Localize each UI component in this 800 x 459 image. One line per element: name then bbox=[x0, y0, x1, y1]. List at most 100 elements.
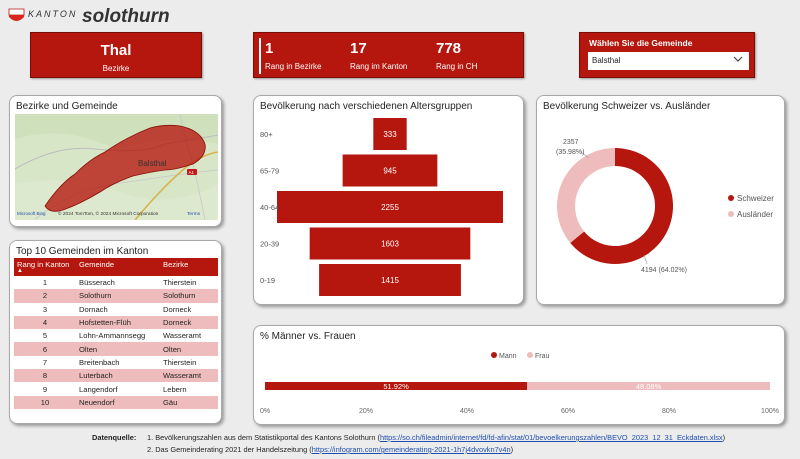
age-bar[interactable] bbox=[309, 227, 471, 260]
map-terms-link[interactable]: Terms bbox=[187, 211, 201, 217]
legend-marker-icon bbox=[728, 195, 734, 201]
age-category-label: 80+ bbox=[260, 130, 273, 139]
legend-label[interactable]: Frau bbox=[535, 353, 550, 360]
source-link-2[interactable]: https://infogram.com/gemeinderating-2021… bbox=[311, 445, 511, 454]
rank-kanton-value: 17 bbox=[350, 40, 367, 57]
age-pyramid-chart: 333 80+ 945 65-79 2255 40-64 1603 20-39 1415 0-19 bbox=[260, 118, 503, 296]
cell-gemeinde: Dornach bbox=[76, 302, 160, 316]
table-row[interactable]: 8 Luterbach Wasseramt bbox=[14, 369, 218, 383]
rank-ch-value: 778 bbox=[436, 40, 462, 57]
cell-gemeinde: Breitenbach bbox=[76, 355, 160, 370]
cell-rank: 8 bbox=[14, 369, 76, 383]
top10-table: Rang in Kanton ▲ Gemeinde Bezirke 1 Büsser… bbox=[14, 258, 218, 409]
logo: KANTON solothurn bbox=[8, 4, 188, 30]
footer-label: Datenquelle: bbox=[92, 433, 137, 442]
cell-bezirke: Dorneck bbox=[160, 302, 218, 316]
source-link-1[interactable]: https://so.ch/fileadmin/internet/fd/fd-a… bbox=[379, 433, 723, 442]
legend-label[interactable]: Ausländer bbox=[737, 210, 773, 219]
donut-slice[interactable] bbox=[570, 148, 673, 264]
cell-rank: 9 bbox=[14, 382, 76, 396]
rank-ch-label: Rang in CH bbox=[436, 62, 478, 71]
table-row[interactable]: 7 Breitenbach Thierstein bbox=[14, 355, 218, 370]
gender-bar-value-label: 48.08% bbox=[636, 382, 662, 391]
municipality-dropdown[interactable]: Balsthal bbox=[588, 52, 749, 70]
age-bar[interactable] bbox=[373, 118, 407, 150]
x-tick-label: 40% bbox=[460, 408, 474, 415]
donut-slice[interactable] bbox=[557, 148, 615, 243]
district-card: Thal Bezirke bbox=[30, 32, 202, 78]
rank-card-accent-bar bbox=[259, 38, 261, 74]
map-panel: Bezirke und Gemeinde Balsthal A1 Microso… bbox=[9, 95, 222, 227]
cell-gemeinde: Lohn-Ammannsegg bbox=[76, 329, 160, 343]
top10-title: Top 10 Gemeinden im Kanton bbox=[16, 246, 149, 257]
rank-card: 1 Rang in Bezirke 17 Rang im Kanton 778 … bbox=[253, 32, 524, 78]
cell-bezirke: Olten bbox=[160, 342, 218, 356]
nationality-donut-chart: 4194 (64.02%) 2357 (35.98%) Schweizer Auslän… bbox=[556, 139, 774, 274]
cell-bezirke: Thierstein bbox=[160, 355, 218, 370]
municipality-slicer-title: Wählen Sie die Gemeinde bbox=[589, 38, 693, 48]
chevron-down-icon bbox=[733, 56, 743, 62]
age-bar-value-label: 333 bbox=[383, 130, 397, 139]
cell-gemeinde: Solothurn bbox=[76, 289, 160, 303]
top10-panel: Top 10 Gemeinden im Kanton Rang in Kanto… bbox=[9, 240, 222, 424]
logo-kanton-text: KANTON bbox=[28, 9, 78, 19]
cell-gemeinde: Neuendorf bbox=[76, 395, 160, 409]
map-panel-title: Bezirke und Gemeinde bbox=[16, 101, 118, 112]
legend-label[interactable]: Schweizer bbox=[737, 194, 774, 203]
table-row[interactable]: 1 Büsserach Thierstein bbox=[14, 276, 218, 290]
column-header-gemeinde[interactable]: Gemeinde bbox=[76, 258, 160, 276]
cell-bezirke: Wasseramt bbox=[160, 329, 218, 343]
cell-bezirke: Wasseramt bbox=[160, 369, 218, 383]
canton-flag-icon bbox=[8, 8, 25, 21]
logo-name-text: solothurn bbox=[82, 6, 170, 27]
gender-panel: % Männer vs. Frauen Mann Frau 51.92% 48.08%… bbox=[253, 325, 785, 425]
cell-gemeinde: Büsserach bbox=[76, 276, 160, 290]
age-category-label: 65-79 bbox=[260, 167, 279, 176]
district-label: Bezirke bbox=[102, 64, 130, 73]
gender-stacked-bar-chart: Mann Frau 51.92% 48.08% 0% 20% 40% 60% 80% 100% bbox=[260, 352, 779, 415]
legend-label[interactable]: Mann bbox=[499, 353, 517, 360]
table-row[interactable]: 4 Hofstetten-Flüh Dorneck bbox=[14, 315, 218, 330]
cell-rank: 4 bbox=[14, 315, 76, 330]
sort-asc-icon: ▲ bbox=[17, 268, 23, 274]
x-tick-label: 100% bbox=[761, 408, 779, 415]
age-bar[interactable] bbox=[319, 264, 461, 296]
rank-bezirke-value: 1 bbox=[265, 40, 274, 57]
donut-slice-label: 4194 (64.02%) bbox=[641, 267, 687, 274]
donut-leader-line bbox=[643, 254, 648, 265]
table-row[interactable]: 10 Neuendorf Gäu bbox=[14, 395, 218, 409]
table-row[interactable]: 6 Olten Olten bbox=[14, 342, 218, 356]
x-tick-label: 60% bbox=[561, 408, 575, 415]
cell-rank: 3 bbox=[14, 302, 76, 316]
map-attribution: © 2024 TomTom, © 2024 Microsoft Corporat… bbox=[58, 210, 159, 217]
age-bar-value-label: 945 bbox=[383, 167, 397, 176]
table-row[interactable]: 2 Solothurn Solothurn bbox=[14, 289, 218, 303]
district-shape bbox=[44, 124, 206, 212]
table-row[interactable]: 5 Lohn-Ammannsegg Wasseramt bbox=[14, 329, 218, 343]
column-header-rank[interactable]: Rang in Kanton ▲ bbox=[14, 258, 76, 276]
rank-kanton-label: Rang im Kanton bbox=[350, 62, 408, 71]
map-place-label: Balsthal bbox=[138, 159, 167, 168]
age-bar[interactable] bbox=[277, 191, 503, 223]
gender-panel-title: % Männer vs. Frauen bbox=[260, 331, 356, 342]
gender-bar-segment[interactable] bbox=[265, 382, 528, 390]
table-row[interactable]: 3 Dornach Dorneck bbox=[14, 302, 218, 316]
footer-source-2: 2. Das Gemeinderating 2021 der Handelsze… bbox=[147, 445, 514, 454]
cell-gemeinde: Langendorf bbox=[76, 382, 160, 396]
cell-bezirke: Dorneck bbox=[160, 315, 218, 330]
district-map[interactable]: Balsthal A1 Microsoft Bing © 2024 TomTom… bbox=[15, 114, 218, 220]
ratio-panel: Bevölkerung Schweizer vs. Ausländer 4194… bbox=[536, 95, 785, 305]
cell-rank: 10 bbox=[14, 395, 76, 409]
age-bar[interactable] bbox=[342, 154, 438, 187]
cell-rank: 2 bbox=[14, 289, 76, 303]
column-header-bezirke[interactable]: Bezirke bbox=[160, 258, 218, 276]
gender-bar-segment[interactable] bbox=[527, 382, 770, 390]
table-row[interactable]: 9 Langendorf Lebern bbox=[14, 382, 218, 396]
donut-leader-line bbox=[580, 151, 590, 159]
rank-ch: 778 Rang in CH bbox=[436, 40, 477, 71]
table-header-row: Rang in Kanton ▲ Gemeinde Bezirke bbox=[14, 258, 218, 276]
rank-bezirke: 1 Rang in Bezirke bbox=[265, 40, 321, 71]
municipality-slicer: Wählen Sie die Gemeinde Balsthal bbox=[579, 32, 755, 78]
cell-rank: 5 bbox=[14, 329, 76, 343]
cell-bezirke: Thierstein bbox=[160, 276, 218, 290]
